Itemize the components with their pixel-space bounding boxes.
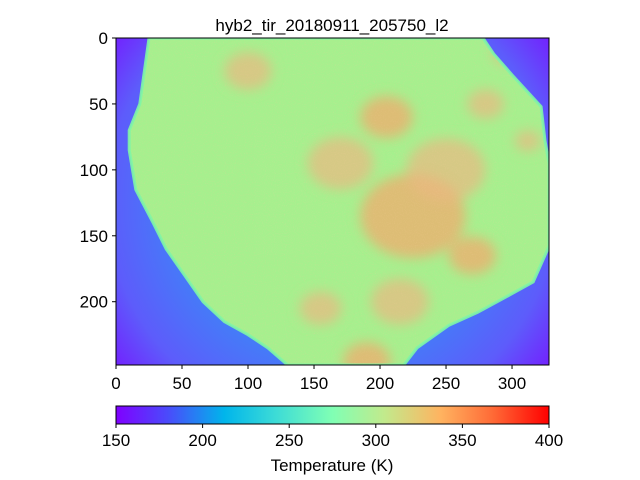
y-axis: 0 50 100 150 200 — [80, 29, 116, 312]
colorbar-tick-label: 150 — [102, 431, 130, 450]
y-tick-label: 50 — [89, 95, 108, 114]
plot-frame — [115, 37, 550, 366]
colorbar-tick-label: 300 — [362, 431, 390, 450]
x-tick-label: 250 — [432, 374, 460, 393]
colorbar-tick-label: 350 — [448, 431, 476, 450]
colorbar-tick-label: 400 — [535, 431, 563, 450]
chart-title: hyb2_tir_20180911_205750_l2 — [215, 16, 448, 35]
x-tick-label: 0 — [111, 374, 120, 393]
colorbar — [115, 405, 550, 425]
x-axis: 0 50 100 150 200 250 300 — [111, 365, 526, 393]
colorbar-ticks: 150 200 250 300 350 400 — [102, 424, 563, 450]
y-tick-label: 0 — [99, 29, 108, 48]
x-tick-label: 300 — [498, 374, 526, 393]
y-tick-label: 200 — [80, 293, 108, 312]
y-tick-label: 100 — [80, 161, 108, 180]
x-tick-label: 100 — [234, 374, 262, 393]
colorbar-tick-label: 200 — [188, 431, 216, 450]
colorbar-tick-label: 250 — [275, 431, 303, 450]
y-tick-label: 150 — [80, 227, 108, 246]
colorbar-label: Temperature (K) — [271, 456, 394, 475]
x-tick-label: 50 — [173, 374, 192, 393]
object-limb-edge — [127, 38, 549, 365]
x-tick-label: 200 — [366, 374, 394, 393]
heatmap-image — [116, 38, 549, 365]
x-tick-label: 150 — [300, 374, 328, 393]
